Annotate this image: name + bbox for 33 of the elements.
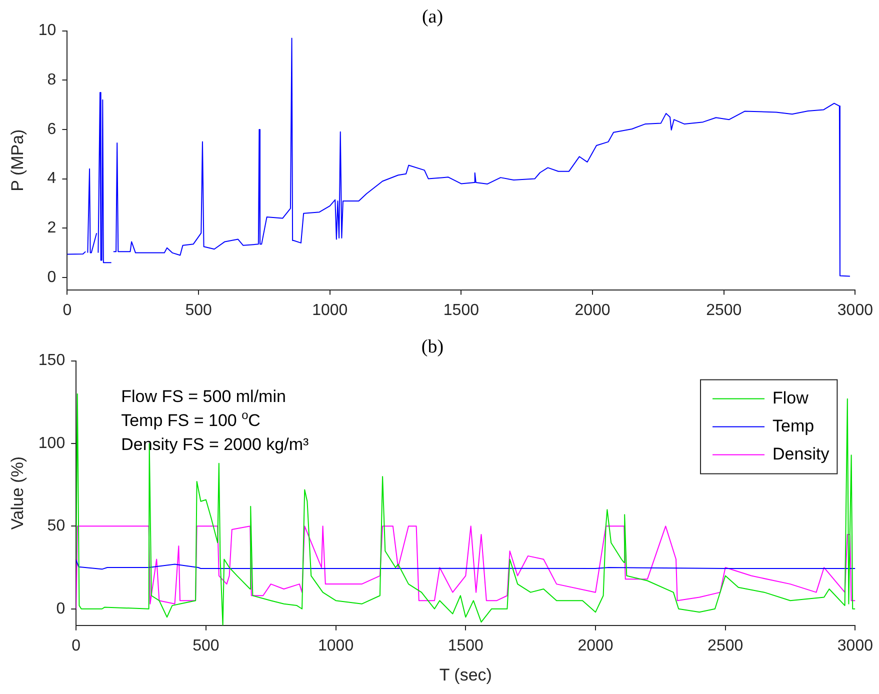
x-tick-label: 500 [192,637,220,654]
y-tick-label: 6 [47,120,56,138]
x-axis-title: T (sec) [439,665,492,684]
x-tick-label: 3000 [837,302,874,319]
annotation: Flow FS = 500 ml/min [121,386,286,406]
y-axis-title: Value (%) [8,456,27,530]
y-tick-label: 0 [56,600,66,618]
x-tick-label: 2000 [578,637,614,654]
y-tick-label: 10 [38,22,56,40]
y-tick-label: 8 [47,72,56,89]
x-tick-label: 2500 [706,302,742,319]
y-tick-label: 100 [38,434,66,452]
x-tick-label: 500 [185,302,212,319]
legend-label: Density [772,444,830,464]
y-tick-label: 4 [47,170,56,188]
chart-title: (a) [422,6,444,28]
x-tick-label: 0 [72,637,81,654]
legend-label: Flow [772,388,810,408]
y-tick-label: 0 [47,268,56,286]
x-tick-label: 1500 [443,302,480,319]
y-tick-label: 150 [38,352,66,370]
y-tick-label: 50 [47,518,66,535]
x-tick-label: 1000 [312,302,348,319]
x-tick-label: 1500 [448,637,484,654]
x-tick-label: 3000 [837,637,874,654]
x-tick-label: 1000 [318,637,354,654]
y-axis-title: P (MPa) [8,129,27,192]
chart-title: (b) [421,336,444,358]
legend-label: Temp [772,416,814,436]
x-tick-label: 2000 [574,302,610,319]
annotation: Density FS = 2000 kg/m³ [121,434,309,454]
x-tick-label: 2500 [708,637,744,654]
y-tick-label: 2 [47,220,56,237]
